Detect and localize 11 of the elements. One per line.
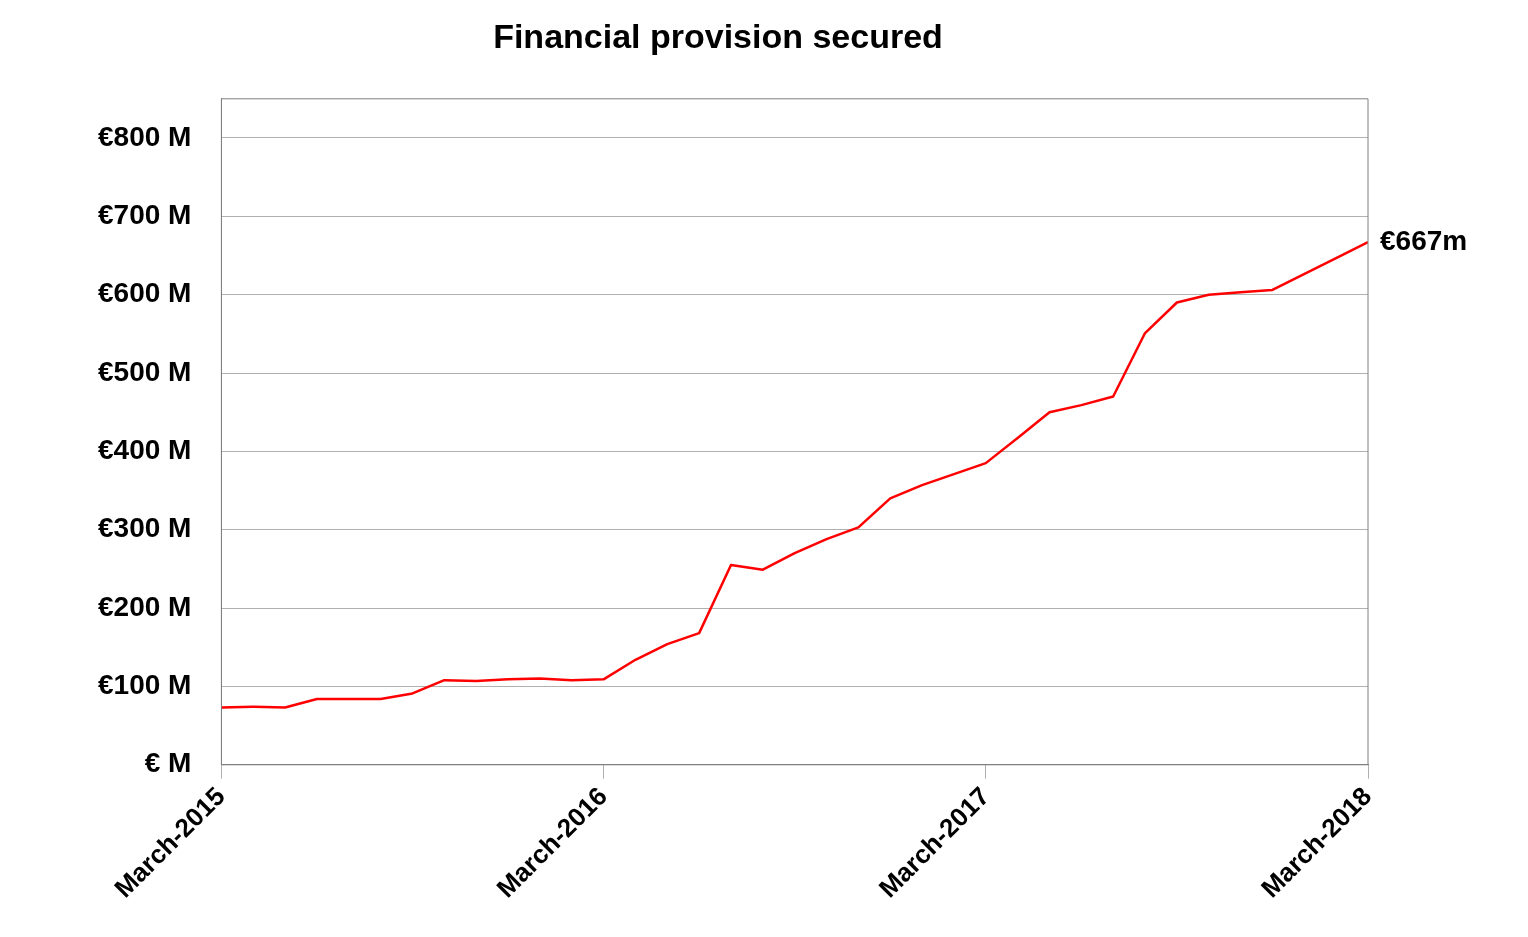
chart-title: Financial provision secured xyxy=(493,16,943,55)
y-tick-label: €600 M xyxy=(97,277,192,309)
y-tick-label: €700 M xyxy=(97,199,192,231)
y-tick-label: €300 M xyxy=(97,512,192,544)
annotation: €667m xyxy=(1380,224,1468,256)
y-tick-label: €500 M xyxy=(97,355,192,387)
y-tick-label: €400 M xyxy=(97,434,192,466)
y-tick-label: €100 M xyxy=(97,669,192,701)
y-tick-label: €200 M xyxy=(97,590,192,622)
y-tick-label: €800 M xyxy=(97,120,192,152)
y-tick-label: € M xyxy=(144,747,192,779)
